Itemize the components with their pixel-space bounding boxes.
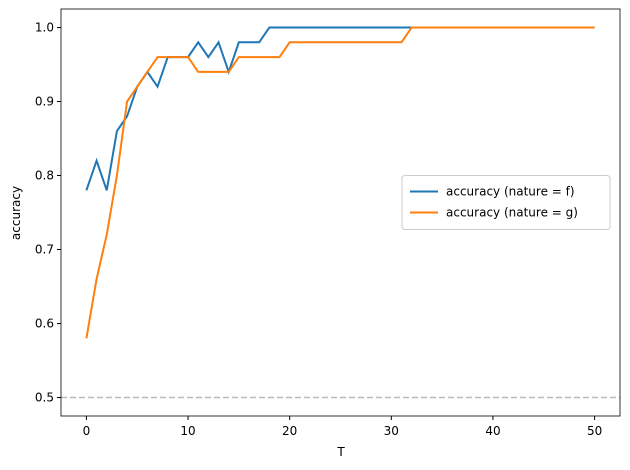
x-tick-label: 50 — [587, 424, 602, 438]
line-series — [85, 26, 595, 191]
x-tick-label: 20 — [282, 424, 297, 438]
y-tick-label: 0.5 — [35, 391, 54, 405]
y-axis-label: accuracy — [9, 186, 23, 240]
legend-box — [401, 175, 611, 230]
line-series — [85, 26, 595, 339]
x-tick-label: 30 — [384, 424, 399, 438]
y-tick-label: 1.0 — [35, 21, 54, 35]
y-tick-label: 0.9 — [35, 95, 54, 109]
y-tick-label: 0.6 — [35, 317, 54, 331]
y-tick-label: 0.8 — [35, 169, 54, 183]
x-tick-label: 40 — [485, 424, 500, 438]
plot-frame — [60, 8, 621, 417]
x-tick-label: 10 — [180, 424, 195, 438]
x-axis-label: T — [336, 445, 345, 459]
legend: accuracy (nature = f) accuracy (nature = … — [401, 175, 611, 230]
y-tick-label: 0.7 — [35, 243, 54, 257]
legend-label: accuracy (nature = g) — [446, 206, 578, 220]
legend-label: accuracy (nature = f) — [446, 185, 575, 199]
x-tick-label: 0 — [83, 424, 91, 438]
